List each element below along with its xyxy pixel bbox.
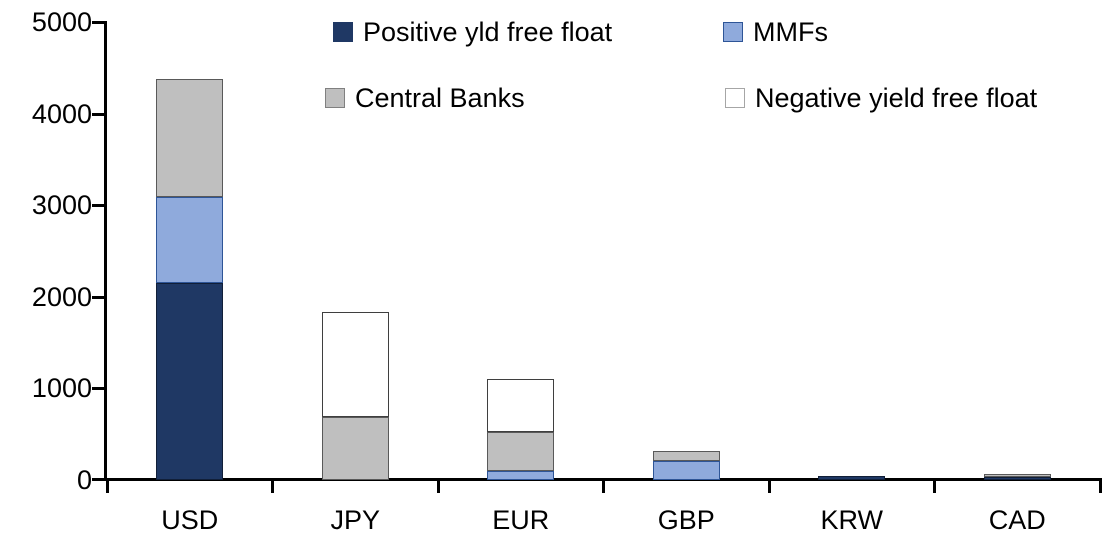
bar-segment-central-banks (652, 450, 720, 461)
y-axis-tick (92, 295, 104, 299)
x-axis-tick (767, 478, 771, 493)
bar-segment-central-banks (983, 474, 1051, 478)
bar-segment-positive-yld-free-float (818, 475, 886, 480)
x-axis-category-label: GBP (657, 505, 715, 535)
legend-label: Negative yield free float (755, 83, 1038, 113)
bar-segment-negative-yield-free-float (321, 312, 389, 417)
y-axis-tick (92, 387, 104, 391)
legend-swatch-icon (723, 22, 743, 42)
x-axis-line (92, 478, 1102, 481)
legend-item-central-banks: Central Banks (325, 84, 525, 112)
x-axis-category-label: EUR (492, 505, 550, 535)
x-axis-category-label: KRW (820, 505, 883, 535)
bar-segment-positive-yld-free-float (983, 477, 1051, 480)
x-axis-tick (602, 478, 605, 493)
legend-item-positive-yld-free-float: Positive yld free float (333, 18, 612, 46)
x-axis-category-label: CAD (988, 505, 1046, 535)
legend-item-negative-yield-free-float: Negative yield free float (725, 84, 1037, 112)
y-axis-tick-label: 2000 (31, 281, 92, 312)
x-axis-tick (105, 478, 109, 493)
legend-swatch-icon (325, 88, 345, 108)
y-axis-tick (92, 112, 104, 116)
y-axis-tick-label: 5000 (31, 7, 92, 37)
legend-item-mmfs: MMFs (723, 18, 828, 46)
legend-swatch-icon (333, 22, 353, 42)
bar-segment-negative-yield-free-float (487, 379, 555, 432)
legend-label: Positive yld free float (363, 17, 613, 47)
x-axis-tick (271, 478, 274, 493)
bar-segment-central-banks (156, 78, 224, 197)
bar-segment-positive-yld-free-float (156, 283, 224, 480)
y-axis-tick (92, 204, 104, 208)
bar-segment-mmfs (156, 196, 224, 284)
bar-segment-mmfs (487, 470, 555, 480)
bar-segment-central-banks (321, 416, 389, 480)
bar-segment-mmfs (652, 460, 720, 480)
x-axis-tick (933, 478, 936, 493)
y-axis-tick-label: 1000 (31, 373, 92, 404)
x-axis-tick (1098, 478, 1102, 493)
y-axis-tick (92, 21, 104, 24)
legend-swatch-icon (725, 88, 745, 108)
y-axis-tick-label: 3000 (31, 190, 92, 221)
x-axis-category-label: JPY (330, 505, 381, 535)
y-axis-tick-label: 0 (76, 465, 92, 495)
y-axis-line (104, 21, 107, 481)
y-axis-tick-label: 4000 (31, 98, 92, 129)
legend-label: Central Banks (355, 83, 525, 113)
legend-label: MMFs (753, 17, 828, 47)
x-axis-category-label: USD (161, 505, 219, 535)
bar-segment-central-banks (487, 431, 555, 471)
x-axis-tick (436, 478, 440, 493)
